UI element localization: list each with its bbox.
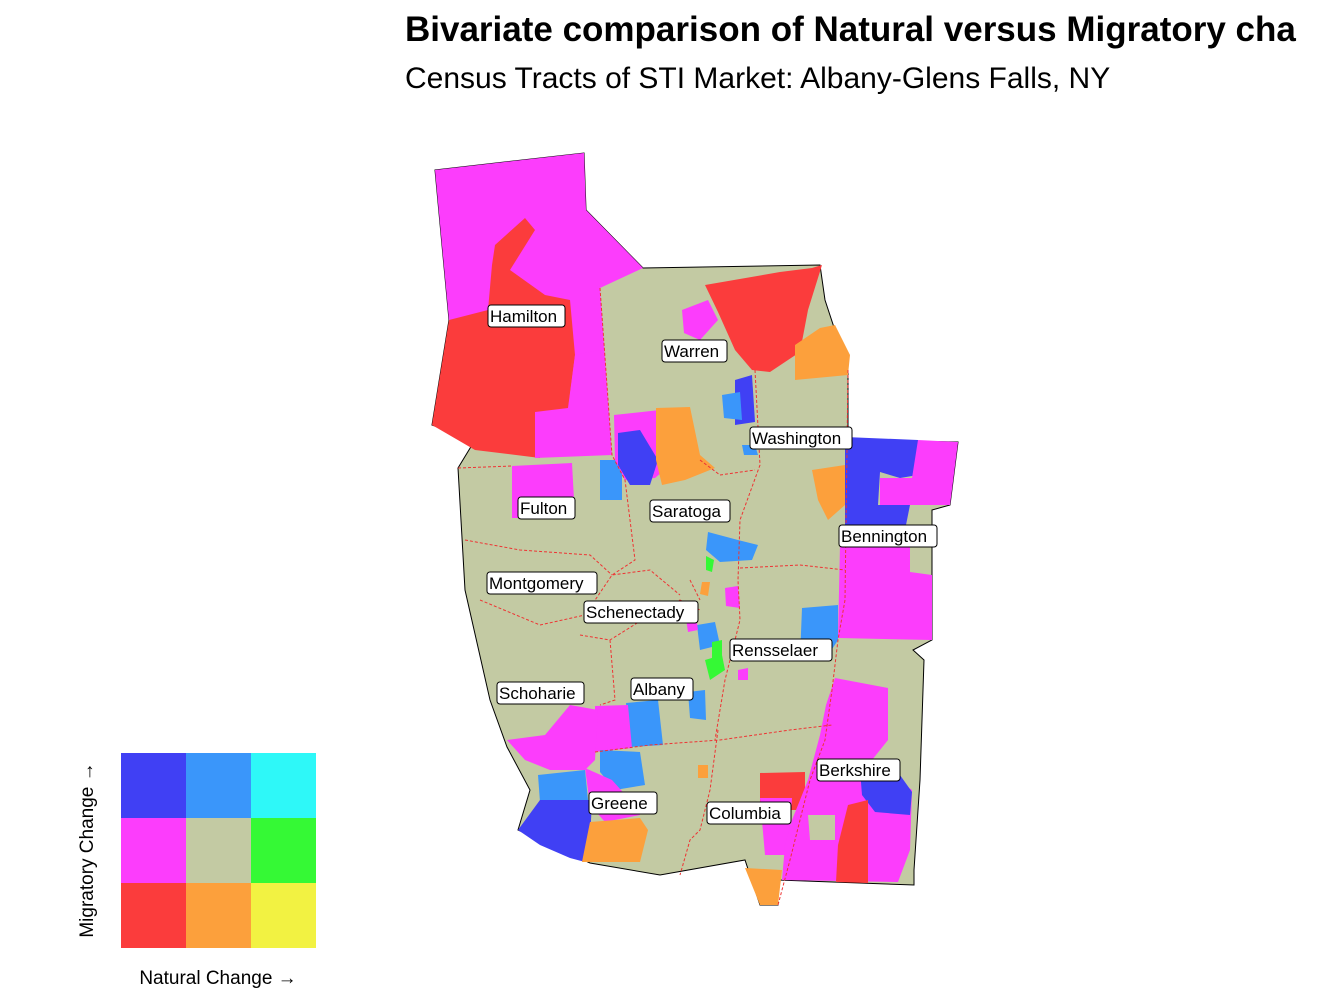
- bivariate-legend: [121, 753, 316, 948]
- county-label-text: Washington: [752, 429, 841, 448]
- county-label: Warren: [661, 339, 728, 363]
- tract-columbia-orange2: [745, 868, 782, 905]
- county-label: Columbia: [706, 801, 792, 825]
- tract-greene-blue2: [538, 770, 588, 802]
- county-label: Fulton: [517, 496, 576, 520]
- tract-albany-magenta: [595, 705, 632, 752]
- tract-warren-red: [705, 265, 822, 372]
- boundary-line: [714, 369, 761, 741]
- tract-schoharie-magenta: [507, 705, 598, 770]
- county-label: Montgomery: [486, 571, 598, 595]
- boundary-line: [777, 369, 849, 906]
- tract-fulton-blue: [600, 460, 622, 500]
- boundary-line: [599, 287, 636, 576]
- tract-saratoga-navy: [618, 430, 658, 485]
- tract-warren-blue: [722, 392, 742, 420]
- county-label-text: Bennington: [841, 527, 927, 546]
- tract-albany-blue2: [626, 700, 663, 747]
- legend-y-axis-label: Migratory Change →: [77, 762, 98, 938]
- county-label-text: Montgomery: [489, 574, 584, 593]
- county-label: Saratoga: [649, 499, 731, 523]
- boundary-line: [599, 639, 616, 706]
- county-label-text: Berkshire: [819, 761, 891, 780]
- county-label-text: Rensselaer: [732, 641, 818, 660]
- county-label-text: Columbia: [709, 804, 781, 823]
- map-subtitle: Census Tracts of STI Market: Albany-Glen…: [405, 62, 1111, 95]
- legend-cell: [251, 818, 316, 883]
- county-label: Hamilton: [487, 304, 566, 328]
- tract-bennington-magenta2: [838, 545, 932, 640]
- boundary-line: [457, 465, 513, 469]
- boundary-line: [594, 724, 833, 753]
- county-label-text: Schoharie: [499, 684, 576, 703]
- tract-albany-green: [712, 640, 722, 660]
- tract-columbia-orange: [698, 765, 708, 778]
- tract-washington-orange-top: [795, 325, 850, 380]
- boundary-line: [689, 579, 701, 601]
- county-label: Schoharie: [496, 681, 585, 705]
- tract-hamilton-magenta2: [535, 350, 612, 458]
- legend-cell: [121, 818, 186, 883]
- tract-warren-magenta: [682, 300, 718, 340]
- tract-greene-navy: [518, 800, 592, 862]
- county-label-text: Hamilton: [490, 307, 557, 326]
- boundary-line: [679, 729, 719, 876]
- county-label: Bennington: [838, 524, 938, 548]
- county-labels: Hamilton Warren Washington Fulton Sarato…: [486, 304, 938, 825]
- tract-saratoga-blue1: [706, 532, 758, 562]
- county-label-text: Albany: [633, 680, 685, 699]
- tract-hamilton-red: [432, 218, 575, 458]
- legend-cell: [186, 883, 251, 948]
- county-label-text: Schenectady: [586, 603, 685, 622]
- tract-berkshire-red: [836, 800, 868, 883]
- county-label-text: Greene: [591, 794, 648, 813]
- boundary-line: [464, 539, 613, 576]
- county-label-text: Fulton: [520, 499, 567, 518]
- county-label-text: Saratoga: [652, 502, 722, 521]
- tract-bennington-navy: [845, 437, 918, 530]
- legend-cell: [186, 753, 251, 818]
- tract-berkshire-base: [808, 815, 835, 840]
- tract-saratoga-green: [706, 556, 714, 572]
- legend-cell: [251, 883, 316, 948]
- county-label: Greene: [588, 791, 658, 815]
- tract-rensselaer-green: [705, 655, 725, 680]
- boundary-line: [699, 459, 756, 476]
- tract-saratoga-orange: [656, 407, 715, 485]
- county-label: Washington: [749, 426, 853, 450]
- boundary-line: [479, 569, 681, 626]
- tract-greene-orange: [582, 818, 648, 862]
- tract-saratoga-magenta2: [725, 586, 740, 608]
- legend-cell: [121, 883, 186, 948]
- boundary-line: [739, 564, 846, 571]
- county-label-text: Warren: [664, 342, 719, 361]
- county-label: Albany: [630, 677, 694, 701]
- map-title: Bivariate comparison of Natural versus M…: [405, 10, 1296, 49]
- legend-cell: [186, 818, 251, 883]
- county-label: Berkshire: [816, 758, 901, 782]
- tract-washington-orange2: [812, 465, 845, 520]
- county-label: Rensselaer: [729, 638, 833, 662]
- legend-cell: [121, 753, 186, 818]
- legend-x-axis-label: Natural Change →: [139, 968, 297, 989]
- legend-cell: [251, 753, 316, 818]
- tract-saratoga-orange2: [700, 582, 710, 596]
- tract-rensselaer-magenta: [738, 668, 748, 680]
- county-label: Schenectady: [583, 600, 699, 624]
- tract-bennington-magenta: [880, 440, 958, 505]
